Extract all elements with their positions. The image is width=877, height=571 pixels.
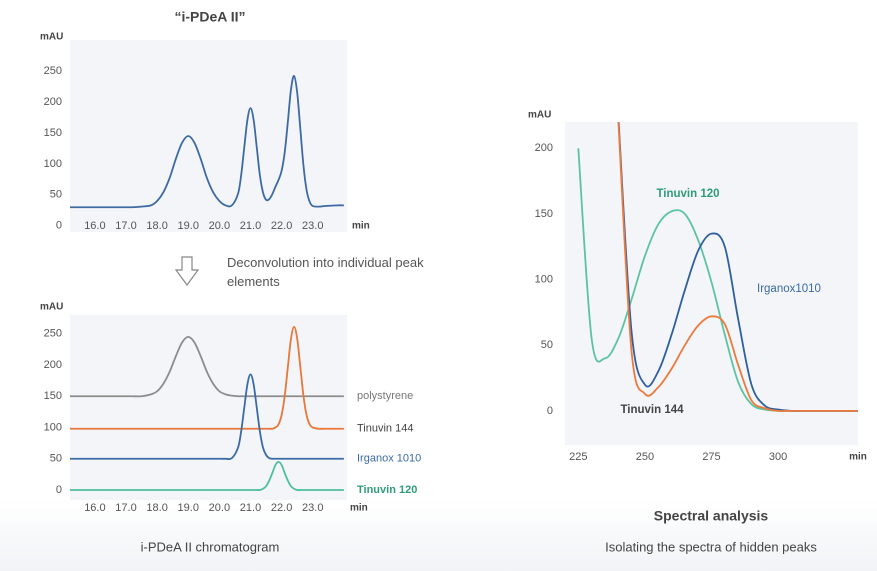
plot-lines bbox=[577, 122, 858, 412]
deconvolution-note: Deconvolution into individual peak eleme… bbox=[227, 255, 424, 289]
footer-band bbox=[0, 500, 877, 571]
y-tick-label: 200 bbox=[44, 359, 62, 371]
series-line bbox=[70, 335, 344, 398]
y-tick-label: 250 bbox=[44, 328, 62, 340]
y-tick-label: 150 bbox=[44, 390, 62, 402]
x-tick-label: 250 bbox=[636, 451, 654, 463]
x-tick-label: 17.0 bbox=[115, 502, 136, 514]
x-tick-label: 18.0 bbox=[146, 502, 167, 514]
y-tick-label: 150 bbox=[44, 127, 62, 139]
y-tick-label: 0 bbox=[56, 484, 62, 496]
x-tick-label: 20.0 bbox=[209, 220, 230, 232]
chart-subtitle: Isolating the spectra of hidden peaks bbox=[605, 539, 817, 554]
x-tick-label: 21.0 bbox=[240, 220, 261, 232]
series-label: polystyrene bbox=[357, 390, 413, 402]
y-tick-label: 100 bbox=[44, 158, 62, 170]
x-tick-label: 19.0 bbox=[178, 502, 199, 514]
series-line bbox=[70, 75, 344, 209]
x-axis-label: min bbox=[352, 221, 370, 232]
y-tick-label: 50 bbox=[50, 189, 62, 201]
y-axis-label: mAU bbox=[528, 110, 551, 121]
y-axis-label: mAU bbox=[40, 32, 63, 43]
series-label: Tinuvin 120 bbox=[656, 188, 719, 200]
y-tick-label: 50 bbox=[541, 339, 553, 351]
plot-lines bbox=[70, 75, 344, 209]
series-label: Tinuvin 120 bbox=[357, 484, 417, 496]
x-tick-label: 21.0 bbox=[240, 502, 261, 514]
y-tick-label: 100 bbox=[535, 273, 553, 285]
y-tick-label: 0 bbox=[56, 220, 62, 232]
x-axis-label: min bbox=[350, 503, 368, 514]
plot-area bbox=[70, 315, 347, 500]
y-tick-label: 50 bbox=[50, 453, 62, 465]
x-tick-label: 16.0 bbox=[84, 502, 105, 514]
x-tick-label: 23.0 bbox=[302, 502, 323, 514]
y-tick-label: 0 bbox=[547, 405, 553, 417]
y-tick-label: 150 bbox=[535, 208, 553, 220]
x-tick-label: 19.0 bbox=[178, 220, 199, 232]
chart-title: Spectral analysis bbox=[654, 508, 769, 524]
x-tick-label: 225 bbox=[569, 451, 587, 463]
x-tick-label: 22.0 bbox=[271, 220, 292, 232]
series-line bbox=[70, 373, 344, 461]
y-tick-label: 200 bbox=[535, 142, 553, 154]
x-tick-label: 22.0 bbox=[271, 502, 292, 514]
arrow-icon bbox=[174, 256, 200, 287]
series-label: Tinuvin 144 bbox=[620, 404, 684, 416]
chart-title: i-PDeA II chromatogram bbox=[141, 539, 280, 554]
series-line bbox=[617, 122, 858, 412]
plot-area bbox=[70, 40, 347, 232]
x-tick-label: 300 bbox=[769, 451, 787, 463]
series-line bbox=[70, 325, 344, 430]
plot-lines bbox=[70, 325, 344, 491]
y-tick-label: 200 bbox=[44, 96, 62, 108]
x-tick-label: 16.0 bbox=[84, 220, 105, 232]
y-axis-label: mAU bbox=[40, 302, 63, 313]
series-label: Irganox 1010 bbox=[357, 453, 421, 465]
chart-title: “i-PDeA II” bbox=[174, 9, 245, 25]
series-label: Tinuvin 144 bbox=[357, 423, 413, 435]
y-tick-label: 250 bbox=[44, 65, 62, 77]
x-tick-label: 23.0 bbox=[302, 220, 323, 232]
series-label: Irganox1010 bbox=[757, 283, 821, 295]
x-tick-label: 17.0 bbox=[115, 220, 136, 232]
y-tick-label: 100 bbox=[44, 421, 62, 433]
x-axis-label: min bbox=[849, 452, 867, 463]
x-tick-label: 20.0 bbox=[209, 502, 230, 514]
x-tick-label: 275 bbox=[702, 451, 720, 463]
x-tick-label: 18.0 bbox=[146, 220, 167, 232]
series-line bbox=[70, 460, 344, 491]
